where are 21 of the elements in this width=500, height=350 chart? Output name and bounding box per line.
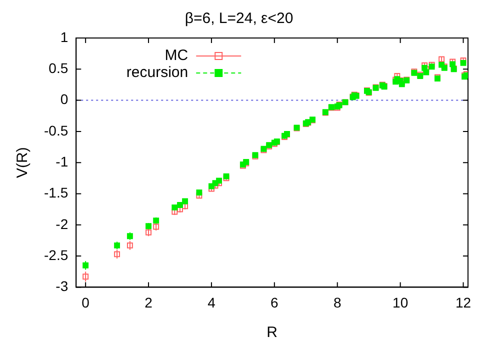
y-axis-title: V(R) <box>14 147 32 178</box>
y-tick-label: -3 <box>56 278 68 294</box>
y-tick-label: -1 <box>56 153 68 170</box>
y-tick-label: -0.5 <box>44 122 68 138</box>
y-tick-label: 0 <box>60 91 68 108</box>
chart-title: β=6, L=24, ε<20 <box>184 10 294 28</box>
x-tick-label: 12 <box>455 294 472 310</box>
y-tick-label: -1.5 <box>44 184 68 201</box>
x-tick-label: 8 <box>333 294 342 310</box>
x-tick-label: 6 <box>270 294 279 310</box>
x-tick-label: 10 <box>392 294 408 310</box>
x-tick-label: 2 <box>144 294 153 310</box>
y-tick-label: 1 <box>60 28 68 45</box>
legend-label: recursion <box>126 64 188 82</box>
legend-label: MC <box>164 47 188 64</box>
x-tick-label: 4 <box>208 294 216 310</box>
x-tick-label: 0 <box>82 294 90 310</box>
y-tick-label: 0.5 <box>48 60 68 76</box>
x-axis-title: R <box>266 324 278 342</box>
y-tick-label: -2 <box>56 216 68 232</box>
y-tick-label: -2.5 <box>44 246 68 263</box>
